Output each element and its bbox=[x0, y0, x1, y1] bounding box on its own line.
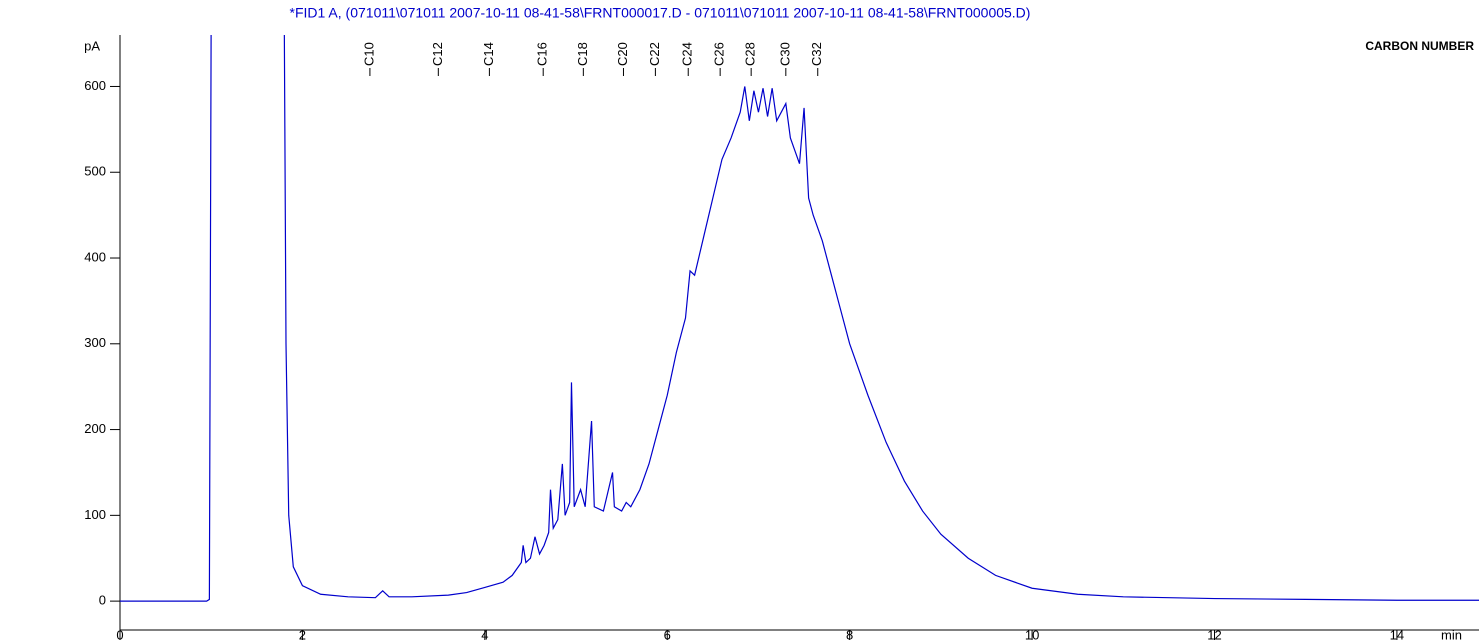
chart-title: *FID1 A, (071011\071011 2007-10-11 08-41… bbox=[290, 5, 1031, 21]
carbon-label: C28 bbox=[743, 42, 758, 66]
carbon-label: C16 bbox=[535, 42, 550, 66]
carbon-label: C22 bbox=[647, 42, 662, 66]
x-tick-label: 2 bbox=[299, 627, 306, 642]
carbon-label: C26 bbox=[712, 42, 727, 66]
carbon-label: C12 bbox=[430, 42, 445, 66]
chromatogram-line bbox=[120, 35, 1479, 602]
y-tick-label: 400 bbox=[84, 249, 106, 264]
x-tick-label: 10 bbox=[1025, 627, 1039, 642]
y-tick-label: 0 bbox=[99, 593, 106, 608]
y-axis-label: pA bbox=[84, 38, 100, 53]
x-tick-label: 8 bbox=[846, 627, 853, 642]
x-tick-label: 6 bbox=[664, 627, 671, 642]
x-tick-label: 14 bbox=[1390, 627, 1404, 642]
carbon-label: C24 bbox=[680, 42, 695, 66]
x-tick-label: 0 bbox=[116, 627, 123, 642]
x-tick-label: 12 bbox=[1207, 627, 1221, 642]
carbon-label: C10 bbox=[361, 42, 376, 66]
x-tick-label: 4 bbox=[481, 627, 488, 642]
annotation-title: CARBON NUMBER bbox=[1365, 39, 1474, 53]
y-tick-label: 100 bbox=[84, 507, 106, 522]
x-axis-label: min bbox=[1441, 627, 1462, 642]
carbon-label: C32 bbox=[809, 42, 824, 66]
y-tick-label: 200 bbox=[84, 421, 106, 436]
carbon-label: C20 bbox=[615, 42, 630, 66]
y-tick-label: 600 bbox=[84, 78, 106, 93]
carbon-label: C18 bbox=[575, 42, 590, 66]
carbon-label: C14 bbox=[481, 42, 496, 66]
carbon-label: C30 bbox=[777, 42, 792, 66]
y-tick-label: 500 bbox=[84, 164, 106, 179]
y-tick-label: 300 bbox=[84, 335, 106, 350]
